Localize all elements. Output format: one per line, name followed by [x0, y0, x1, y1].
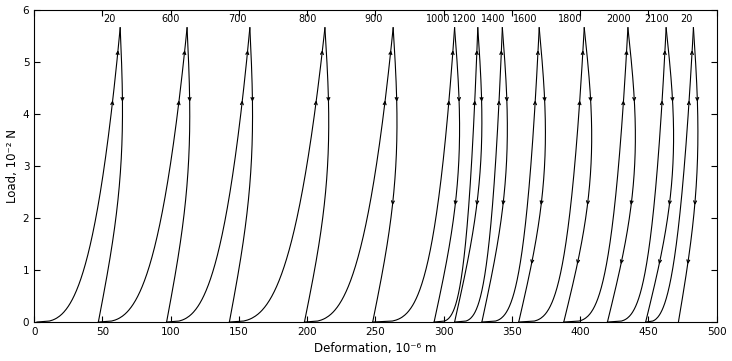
- X-axis label: Deformation, 10⁻⁶ m: Deformation, 10⁻⁶ m: [314, 343, 436, 356]
- Text: 1800: 1800: [559, 14, 583, 24]
- Text: 1200: 1200: [452, 14, 477, 24]
- Text: 700: 700: [228, 14, 247, 24]
- Text: 600: 600: [162, 14, 180, 24]
- Text: 20: 20: [103, 14, 116, 24]
- Text: 1600: 1600: [513, 14, 538, 24]
- Text: 2100: 2100: [644, 14, 669, 24]
- Text: 900: 900: [365, 14, 384, 24]
- Y-axis label: Load, 10⁻² N: Load, 10⁻² N: [6, 129, 18, 203]
- Text: 2000: 2000: [606, 14, 631, 24]
- Text: 1000: 1000: [426, 14, 450, 24]
- Text: 20: 20: [681, 14, 692, 24]
- Text: 1400: 1400: [480, 14, 505, 24]
- Text: 800: 800: [298, 14, 316, 24]
